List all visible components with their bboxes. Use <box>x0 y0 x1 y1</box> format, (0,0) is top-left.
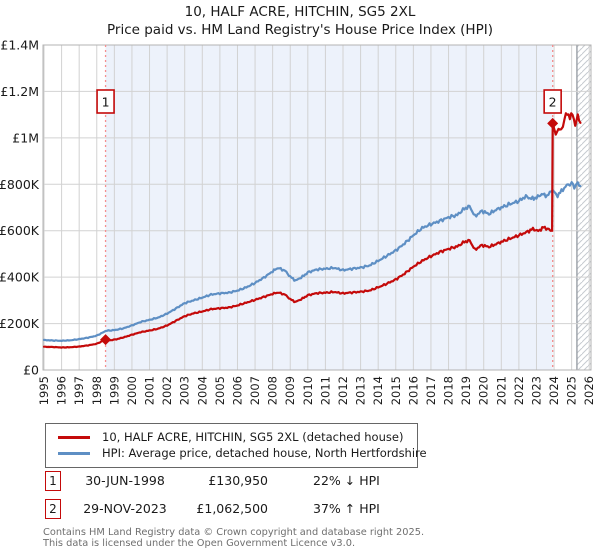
y-axis-tick-label: £600K <box>0 223 40 238</box>
footer-line-2: This data is licensed under the Open Gov… <box>43 538 356 549</box>
y-axis-tick-label: £800K <box>0 177 40 192</box>
plot-area: 1 2 £0 £200K £400K £600K £800K £1M £1.2M £1.4M 199… <box>0 38 596 406</box>
legend-label: HPI: Average price, detached house, Nort… <box>102 446 427 460</box>
x-axis-tick-label: 1996 <box>55 376 69 405</box>
between-sales-shaded-region <box>105 45 553 370</box>
x-axis-tick-label: 1997 <box>72 376 86 405</box>
x-axis-tick-label: 2003 <box>178 376 192 405</box>
sale-1-price: £130,950 <box>208 473 268 488</box>
x-axis-tick-label: 2019 <box>459 376 473 405</box>
sale-2-label-text: 2 <box>549 95 557 110</box>
x-axis-tick-label: 2017 <box>424 376 438 405</box>
sale-annotation-row-2: 2 29-NOV-2023 £1,062,500 37% ↑ HPI <box>0 499 600 521</box>
x-axis-tick-label: 2012 <box>336 376 350 405</box>
sale-1-marker-dot <box>100 334 112 346</box>
chart-subtitle: Price paid vs. HM Land Registry's House … <box>107 22 493 38</box>
x-axis-tick-label: 2022 <box>512 376 526 405</box>
x-axis-tick-label: 2001 <box>143 376 157 405</box>
x-axis-tick-label: 2014 <box>371 376 385 405</box>
x-axis-tick-label: 2007 <box>248 376 262 405</box>
x-axis-tick-label: 1999 <box>107 376 121 405</box>
sale-1-label-text: 1 <box>102 95 110 110</box>
sale-1-number-badge: 1 <box>45 471 61 491</box>
y-axis-tick-label: £1.2M <box>0 84 39 99</box>
hpi-line-swatch <box>58 451 90 455</box>
x-axis-tick-label: 1998 <box>90 376 104 405</box>
x-axis-tick-label: 1995 <box>37 376 51 405</box>
y-axis-tick-label: £1.4M <box>0 38 39 53</box>
sale-1-date: 30-JUN-1998 <box>85 473 165 488</box>
y-axis-tick-label: £200K <box>0 316 40 331</box>
property-price-line <box>42 112 582 349</box>
plot-frame <box>42 44 592 371</box>
x-axis-tick-label: 2015 <box>389 376 403 405</box>
footer-line-1: Contains HM Land Registry data © Crown c… <box>43 527 425 538</box>
x-axis-tick-label: 2013 <box>354 376 368 405</box>
x-axis-tick-label: 2018 <box>442 376 456 405</box>
x-axis-tick-label: 2004 <box>195 376 209 405</box>
x-axis-tick-label: 2009 <box>283 376 297 405</box>
copyright-footer: Contains HM Land Registry data © Crown c… <box>43 527 424 549</box>
y-axis-tick-label: £0 <box>23 363 39 378</box>
sale-2-number-badge: 2 <box>45 499 61 519</box>
sale-2-hpi-delta: 37% ↑ HPI <box>313 501 380 516</box>
x-axis-tick-label: 2006 <box>230 376 244 405</box>
legend-label: 10, HALF ACRE, HITCHIN, SG5 2XL (detache… <box>102 430 404 444</box>
x-axis-tick-label: 2008 <box>266 376 280 405</box>
x-axis-tick-label: 2020 <box>477 376 491 405</box>
x-axis-tick-label: 2025 <box>565 376 579 405</box>
legend-box: 10, HALF ACRE, HITCHIN, SG5 2XL (detache… <box>45 423 427 468</box>
chart-title: 10, HALF ACRE, HITCHIN, SG5 2XL <box>185 4 416 20</box>
sale-2-date: 29-NOV-2023 <box>83 501 167 516</box>
legend-item-hpi: HPI: Average price, detached house, Nort… <box>54 445 427 461</box>
x-axis-tick-label: 2010 <box>301 376 315 405</box>
sale-1-label-box <box>96 89 115 114</box>
x-axis-tick-label: 2026 <box>582 376 596 405</box>
sale-2-price: £1,062,500 <box>196 501 268 516</box>
x-axis-tick-label: 2023 <box>529 376 543 405</box>
sale-annotation-row-1: 1 30-JUN-1998 £130,950 22% ↓ HPI <box>0 471 600 493</box>
price-history-chart: 10, HALF ACRE, HITCHIN, SG5 2XL Price pa… <box>0 4 596 406</box>
property-line-swatch <box>58 435 90 439</box>
x-axis-tick-label: 2011 <box>318 376 332 405</box>
y-axis-tick-label: £1M <box>12 130 39 145</box>
hpi-average-line <box>42 181 582 342</box>
x-axis-tick-label: 2002 <box>160 376 174 405</box>
legend-item-property: 10, HALF ACRE, HITCHIN, SG5 2XL (detache… <box>54 429 409 445</box>
x-axis-tick-label: 2024 <box>547 376 561 405</box>
x-axis-tick-label: 2021 <box>494 376 508 405</box>
future-hatched-region <box>576 45 591 370</box>
sale-2-marker-dot <box>547 117 559 129</box>
x-axis-tick-label: 2005 <box>213 376 227 405</box>
x-axis-tick-label: 2000 <box>125 376 139 405</box>
x-axis-tick-label: 2016 <box>406 376 420 405</box>
sale-2-label-box <box>543 89 562 114</box>
y-axis-tick-label: £400K <box>0 270 40 285</box>
sale-1-hpi-delta: 22% ↓ HPI <box>313 473 380 488</box>
